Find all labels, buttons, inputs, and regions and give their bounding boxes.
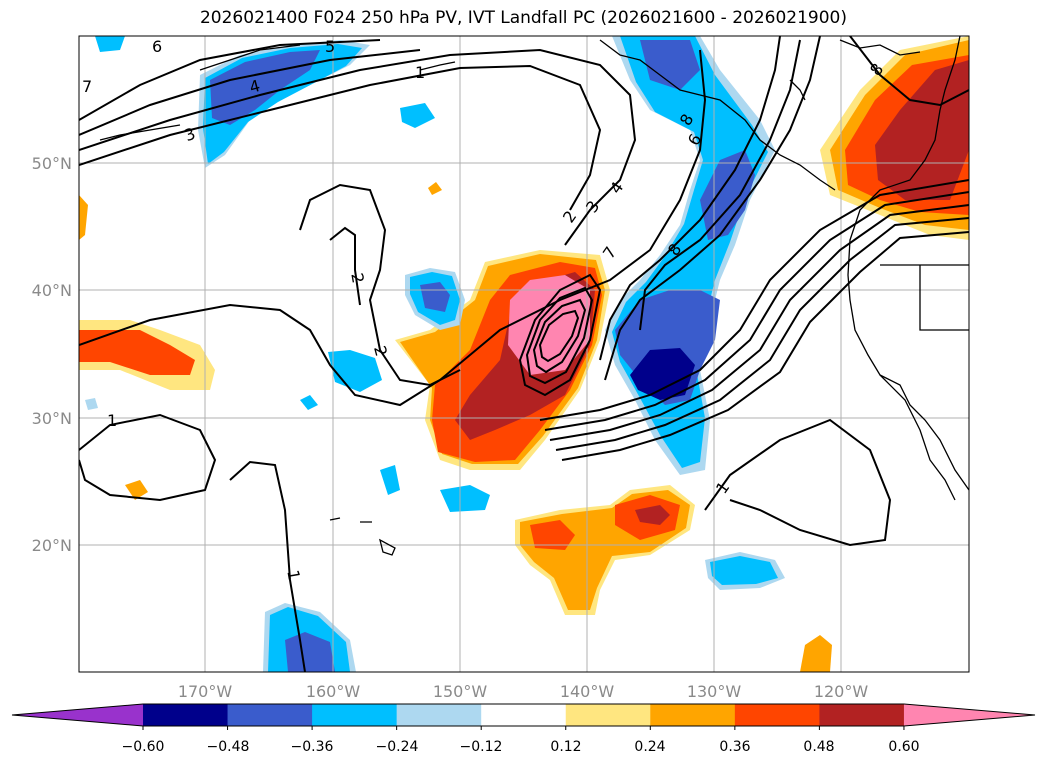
colorbar-tick: −0.24 <box>376 739 419 755</box>
colorbar-tick: −0.60 <box>122 739 165 755</box>
contour-label: 1 <box>415 63 425 82</box>
contour-label: 5 <box>325 37 335 56</box>
colorbar-swatch <box>819 704 905 726</box>
colorbar-swatch <box>650 704 736 726</box>
shade-red-west <box>79 330 195 375</box>
colorbar-tick: 0.60 <box>888 739 919 755</box>
colorbar-extend-max <box>903 704 1035 726</box>
shade-orange-se <box>800 635 832 672</box>
colorbar-swatch <box>143 704 229 726</box>
contour-label: 6 <box>152 37 162 56</box>
colorbar-ticks: −0.60 −0.48 −0.36 −0.24 −0.12 0.12 0.24 … <box>122 739 920 755</box>
shade-navy-ne <box>630 348 695 400</box>
colorbar-extend-min <box>12 704 143 726</box>
colorbar-swatch <box>396 704 482 726</box>
colorbar-tick: 0.24 <box>634 739 665 755</box>
latitude-labels: 50°N 40°N 30°N 20°N <box>32 154 72 555</box>
longitude-labels: 170°W 160°W 150°W 140°W 130°W 120°W <box>178 682 869 701</box>
contour-label: 1 <box>283 568 303 581</box>
contour-label: 7 <box>82 77 92 96</box>
lat-label: 20°N <box>32 536 72 555</box>
shaded-field <box>79 36 969 672</box>
shade-medblue-nw <box>210 50 320 125</box>
map-frame <box>78 35 970 673</box>
shade-blue-c3 <box>400 103 435 128</box>
contour-label: 2 <box>370 344 391 359</box>
shade-blue-c5 <box>380 465 400 495</box>
shade-orange-bit-2 <box>428 182 442 195</box>
colorbar-tick: −0.36 <box>291 739 334 755</box>
lon-label: 120°W <box>814 682 869 701</box>
contour-label: 4 <box>606 178 627 197</box>
colorbar-swatch <box>565 704 651 726</box>
contour-label: 7 <box>599 243 620 262</box>
shade-red-south-1 <box>530 520 575 550</box>
shade-yellow-west-top <box>79 195 88 240</box>
colorbar-tick: 0.36 <box>719 739 750 755</box>
lat-label: 30°N <box>32 409 72 428</box>
colorbar-swatch <box>734 704 820 726</box>
shade-blue-c6 <box>300 395 318 410</box>
shade-blue-c7 <box>85 398 98 410</box>
contour-label: 3 <box>182 124 198 145</box>
contour-label: 2 <box>347 271 367 284</box>
colorbar <box>11 703 1036 730</box>
coastlines <box>99 36 969 556</box>
lon-label: 160°W <box>306 682 361 701</box>
shade-blue-se-2 <box>710 556 778 585</box>
shade-orange-bit-1 <box>125 480 148 500</box>
colorbar-tick: 0.12 <box>550 739 581 755</box>
colorbar-swatch <box>312 704 398 726</box>
colorbar-tick: −0.12 <box>460 739 503 755</box>
contour-label: 2 <box>559 207 580 226</box>
pv-contours <box>79 36 969 672</box>
lat-label: 40°N <box>32 281 72 300</box>
colorbar-tick: 0.48 <box>803 739 834 755</box>
shade-blue-c4 <box>440 485 490 512</box>
shade-medblue-sw <box>285 632 335 672</box>
shade-darkred-south <box>635 505 670 525</box>
colorbar-swatch <box>227 704 313 726</box>
shade-medblue-ne-3 <box>640 40 700 90</box>
lon-label: 140°W <box>560 682 615 701</box>
lat-label: 50°N <box>32 154 72 173</box>
colorbar-tick: −0.48 <box>207 739 250 755</box>
shade-darkred-ne <box>875 60 969 200</box>
contour-label: 4 <box>247 76 262 97</box>
map-title: 2026021400 F024 250 hPa PV, IVT Landfall… <box>199 8 847 28</box>
lon-label: 170°W <box>178 682 233 701</box>
colorbar-swatch <box>481 704 567 726</box>
shade-blue-c2 <box>328 350 382 392</box>
shade-blue-top-left <box>95 36 125 52</box>
lon-label: 130°W <box>687 682 742 701</box>
contour-label: 1 <box>107 411 117 430</box>
gridlines <box>79 36 969 672</box>
lon-label: 150°W <box>433 682 488 701</box>
